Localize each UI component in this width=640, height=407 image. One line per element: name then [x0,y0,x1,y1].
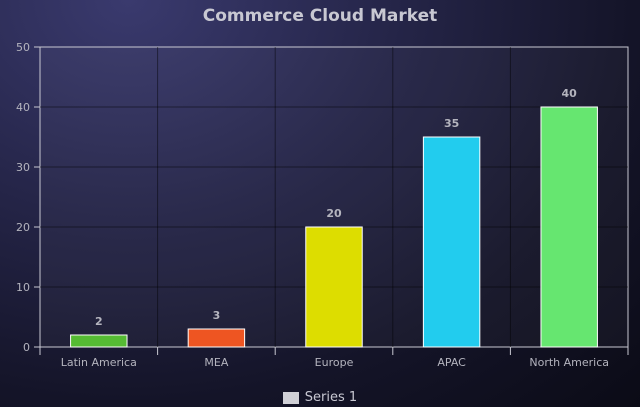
bars [70,106,598,348]
x-tick-label: North America [529,356,609,369]
bar [422,136,481,348]
x-tick-label: Latin America [61,356,137,369]
y-tick-label: 20 [16,221,30,234]
x-axis: Latin America MEA Europe APAC North America [39,347,629,369]
x-tick-label: Europe [315,356,354,369]
y-tick-label: 30 [16,161,30,174]
data-label: 20 [326,207,342,220]
legend[interactable]: Series 1 [0,390,640,405]
y-tick-label: 50 [16,41,30,54]
y-axis: 0 10 20 30 40 50 [16,41,40,354]
legend-label: Series 1 [304,390,358,405]
chart-title: Commerce Cloud Market [202,6,438,26]
y-tick-label: 40 [16,101,30,114]
y-tick-label: 10 [16,281,30,294]
data-labels: 2 3 20 35 40 [95,87,577,328]
bar [305,226,363,348]
x-tick-label: APAC [437,356,466,369]
legend-swatch [282,391,299,404]
data-label: 35 [444,117,459,130]
data-label: 2 [95,315,103,328]
y-tick-label: 0 [23,341,30,354]
data-label: 3 [213,309,221,322]
bar [540,106,598,348]
bar [187,328,246,348]
bar [70,334,128,348]
x-tick-label: MEA [204,356,228,369]
data-label: 40 [562,87,578,100]
